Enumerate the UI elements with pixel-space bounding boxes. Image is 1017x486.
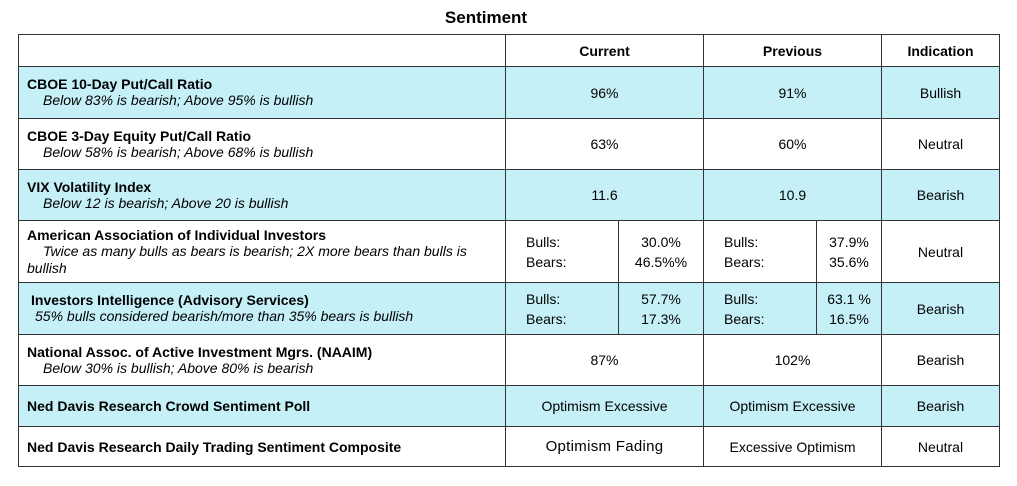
indication-value: Neutral xyxy=(881,118,1000,170)
table-row: VIX Volatility Index Below 12 is bearish… xyxy=(18,169,1000,221)
current-value: Optimism Excessive xyxy=(505,385,704,427)
current-value: 96% xyxy=(505,66,704,119)
indicator-name: Ned Davis Research Crowd Sentiment Poll xyxy=(27,398,311,414)
indication-value: Neutral xyxy=(881,220,1000,283)
indicator-cell: Investors Intelligence (Advisory Service… xyxy=(18,282,506,335)
current-bears: 17.3% xyxy=(641,310,681,327)
indication-value: Bullish xyxy=(881,66,1000,119)
previous-bears: 16.5% xyxy=(829,310,869,327)
table-row: Ned Davis Research Daily Trading Sentime… xyxy=(18,426,1000,467)
bulls-label: Bulls: xyxy=(526,233,561,250)
indicator-name: Ned Davis Research Daily Trading Sentime… xyxy=(27,438,402,455)
table-row: CBOE 3-Day Equity Put/Call Ratio Below 5… xyxy=(18,118,1000,170)
bulls-label: Bulls: xyxy=(724,233,759,250)
bulls-label: Bulls: xyxy=(526,290,561,307)
indicator-desc: 55% bulls considered bearish/more than 3… xyxy=(35,308,414,324)
header-row: Current Previous Indication xyxy=(18,34,1000,67)
indication-value: Bearish xyxy=(881,385,1000,427)
current-value: Optimism Fading xyxy=(505,426,704,467)
table-row: American Association of Individual Inves… xyxy=(18,220,1000,283)
previous-bulls: 37.9% xyxy=(829,233,869,250)
indicator-desc: Below 30% is bullish; Above 80% is beari… xyxy=(43,359,314,376)
previous-value: Optimism Excessive xyxy=(703,385,882,427)
indicator-desc: Below 12 is bearish; Above 20 is bullish xyxy=(43,194,289,211)
indication-value: Bearish xyxy=(881,169,1000,221)
indicator-cell: National Assoc. of Active Investment Mgr… xyxy=(18,334,506,386)
bears-label: Bears: xyxy=(526,310,567,327)
current-split: Bulls: Bears: 57.7% 17.3% xyxy=(505,282,704,335)
indicator-name: VIX Volatility Index xyxy=(27,178,152,195)
previous-bulls: 63.1 % xyxy=(827,290,871,307)
indicator-name: CBOE 10-Day Put/Call Ratio xyxy=(27,76,213,92)
current-bulls: 30.0% xyxy=(641,233,681,250)
previous-bears: 35.6% xyxy=(829,253,869,270)
previous-value: 60% xyxy=(703,118,882,170)
current-bears: 46.5%% xyxy=(634,253,688,270)
current-value: 63% xyxy=(505,118,704,170)
indication-value: Bearish xyxy=(881,282,1000,335)
indicator-desc: Below 83% is bearish; Above 95% is bulli… xyxy=(43,92,314,108)
previous-value: 10.9 xyxy=(703,169,882,221)
bears-label: Bears: xyxy=(724,310,765,327)
header-previous: Previous xyxy=(703,34,882,67)
previous-value: Excessive Optimism xyxy=(703,426,882,467)
table-row: Ned Davis Research Crowd Sentiment Poll … xyxy=(18,385,1000,427)
indicator-name: Investors Intelligence (Advisory Service… xyxy=(31,292,309,308)
table-title: Sentiment xyxy=(444,8,528,27)
previous-split: Bulls: Bears: 63.1 % 16.5% xyxy=(703,282,882,335)
indicator-cell: VIX Volatility Index Below 12 is bearish… xyxy=(18,169,506,221)
indicator-cell: Ned Davis Research Daily Trading Sentime… xyxy=(18,426,506,467)
indicator-cell: American Association of Individual Inves… xyxy=(18,220,506,283)
table-row: National Assoc. of Active Investment Mgr… xyxy=(18,334,1000,386)
header-indicator xyxy=(18,34,506,67)
indication-value: Neutral xyxy=(881,426,1000,467)
bears-label: Bears: xyxy=(724,253,765,270)
indicator-name: National Assoc. of Active Investment Mgr… xyxy=(27,343,373,360)
previous-value: 91% xyxy=(703,66,882,119)
indicator-cell: CBOE 3-Day Equity Put/Call Ratio Below 5… xyxy=(18,118,506,170)
previous-value: 102% xyxy=(703,334,882,386)
bulls-label: Bulls: xyxy=(724,290,759,307)
current-split: Bulls: Bears: 30.0% 46.5%% xyxy=(505,220,704,283)
header-current: Current xyxy=(505,34,704,67)
previous-split: Bulls: Bears: 37.9% 35.6% xyxy=(703,220,882,283)
indicator-desc: Twice as many bulls as bears is bearish;… xyxy=(27,242,467,276)
current-value: 87% xyxy=(505,334,704,386)
indication-value: Bearish xyxy=(881,334,1000,386)
indicator-cell: CBOE 10-Day Put/Call Ratio Below 83% is … xyxy=(18,66,506,119)
bears-label: Bears: xyxy=(526,253,567,270)
current-value: 11.6 xyxy=(505,169,704,221)
table-row: Investors Intelligence (Advisory Service… xyxy=(18,282,1000,335)
sentiment-table: Current Previous Indication CBOE 10-Day … xyxy=(18,34,1000,467)
table-row: CBOE 10-Day Put/Call Ratio Below 83% is … xyxy=(18,66,1000,119)
indicator-name: American Association of Individual Inves… xyxy=(27,226,326,243)
current-bulls: 57.7% xyxy=(641,290,681,307)
indicator-desc: Below 58% is bearish; Above 68% is bulli… xyxy=(43,143,314,160)
indicator-name: CBOE 3-Day Equity Put/Call Ratio xyxy=(27,127,252,144)
header-indication: Indication xyxy=(881,34,1000,67)
indicator-cell: Ned Davis Research Crowd Sentiment Poll xyxy=(18,385,506,427)
